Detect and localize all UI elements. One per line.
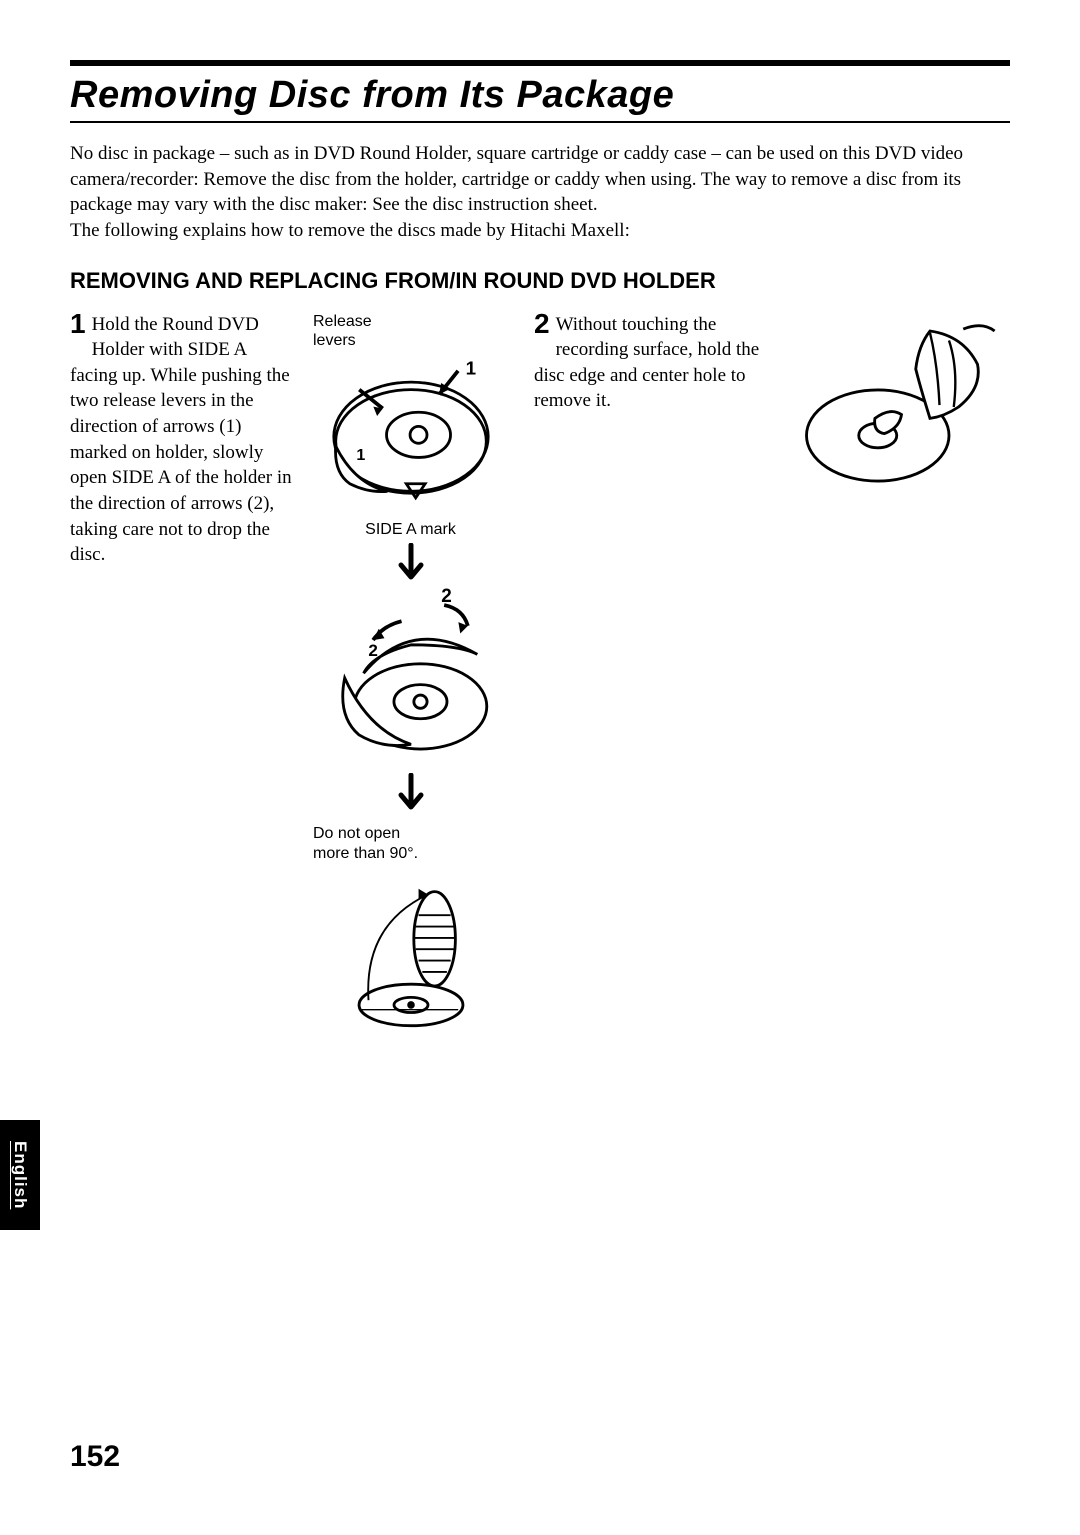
language-tab-label: English — [10, 1141, 30, 1209]
hand-holding-disc-icon — [787, 312, 997, 502]
step-2-text: 2 Without touching the recording surface… — [534, 312, 769, 1043]
caption-release-levers: Releaselevers — [313, 312, 508, 350]
caption-side-a: SIDE A mark — [313, 521, 508, 539]
title-rule — [70, 121, 1010, 123]
two-column-steps: 1 Hold the Round DVD Holder with SIDE A … — [70, 312, 1010, 1043]
caption-do-not-open: Do not openmore than 90°. — [313, 824, 508, 864]
step-2-number: 2 — [534, 310, 550, 338]
page-number: 152 — [70, 1440, 120, 1474]
holder-release-levers-icon: 1 1 — [316, 352, 506, 512]
step-2-body: Without touching the recording surface, … — [534, 314, 759, 412]
arrow-2-label-b: 2 — [368, 641, 377, 660]
language-tab: English — [0, 1120, 40, 1230]
arrow-1-label: 1 — [465, 358, 475, 379]
page-title: Removing Disc from Its Package — [70, 74, 1010, 121]
intro-paragraph: No disc in package – such as in DVD Roun… — [70, 141, 1010, 244]
section-heading: REMOVING AND REPLACING FROM/IN ROUND DVD… — [70, 268, 1010, 294]
step-1-number: 1 — [70, 310, 86, 338]
arrow-1-label-b: 1 — [356, 447, 365, 464]
down-arrow-icon — [391, 543, 431, 583]
arrow-2-label-a: 2 — [441, 588, 452, 607]
step-2-figure — [787, 312, 997, 1043]
step-1-text: 1 Hold the Round DVD Holder with SIDE A … — [70, 312, 295, 1043]
step-1-body: Hold the Round DVD Holder with SIDE A fa… — [70, 314, 292, 566]
down-arrow-icon-2 — [391, 773, 431, 813]
step-1-figures: Releaselevers 1 — [313, 312, 508, 1043]
holder-open-90-icon — [316, 868, 506, 1038]
top-rule — [70, 60, 1010, 66]
holder-opening-icon: 2 2 — [316, 588, 506, 768]
